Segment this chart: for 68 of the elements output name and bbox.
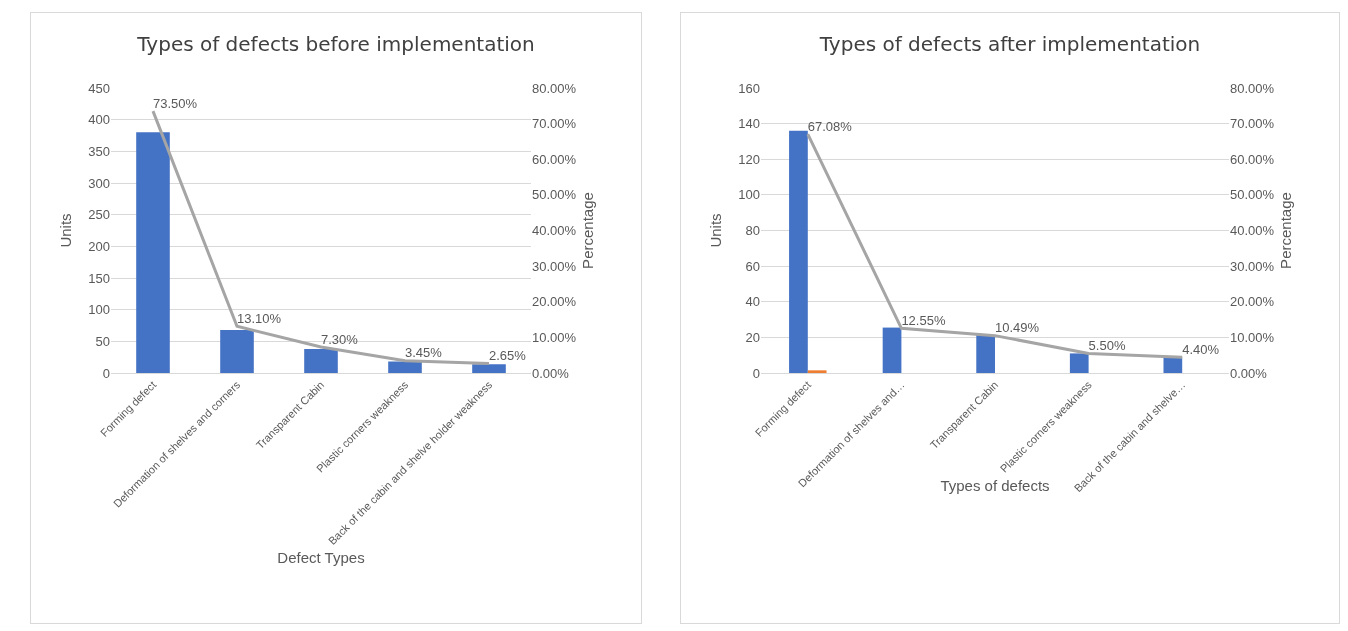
y2-tick-label: 20.00% xyxy=(1230,294,1275,310)
line-series xyxy=(806,132,1184,359)
bar xyxy=(220,329,254,373)
chart-title: Types of defects after implementation xyxy=(818,32,1201,57)
y-tick-label: 120 xyxy=(738,151,760,167)
y-tick-label: 450 xyxy=(88,80,110,96)
y2-tick-label: 30.00% xyxy=(532,258,577,274)
y-tick-label: 400 xyxy=(88,112,110,128)
y-tick-label: 100 xyxy=(88,302,110,318)
y-tick-label: 20 xyxy=(745,329,760,345)
y-tick-label: 140 xyxy=(738,116,760,132)
y-tick-label: 60 xyxy=(745,258,760,274)
y2-tick-label: 50.00% xyxy=(532,187,577,203)
y-tick-label: 80 xyxy=(745,223,760,239)
data-label: 4.40% xyxy=(1182,342,1220,358)
data-label: 13.10% xyxy=(237,311,282,327)
data-label: 73.50% xyxy=(153,95,198,111)
line-series xyxy=(151,109,491,366)
data-label: 7.30% xyxy=(321,331,359,347)
y2-tick-label: 60.00% xyxy=(1230,151,1275,167)
y2-tick-label: 0.00% xyxy=(532,365,570,381)
bar xyxy=(807,370,827,373)
y2-tick-label: 10.00% xyxy=(532,329,577,345)
bar xyxy=(976,335,995,373)
y-tick-label: 250 xyxy=(88,207,110,223)
y2-tick-label: 30.00% xyxy=(1230,258,1275,274)
bar xyxy=(472,364,506,373)
y2-axis-title: Percentage xyxy=(578,192,596,269)
y2-tick-label: 70.00% xyxy=(1230,116,1275,132)
bar xyxy=(1163,356,1183,373)
bar xyxy=(304,348,338,373)
y-tick-label: 160 xyxy=(738,80,760,96)
bar xyxy=(136,132,170,373)
y-axis-title: Units xyxy=(707,213,724,248)
y2-tick-label: 40.00% xyxy=(1230,223,1275,239)
y2-tick-label: 20.00% xyxy=(532,294,577,310)
y-tick-label: 150 xyxy=(88,270,110,286)
data-label: 3.45% xyxy=(405,345,443,361)
data-label: 67.08% xyxy=(807,118,853,134)
y2-tick-label: 10.00% xyxy=(1230,329,1275,345)
data-label: 2.65% xyxy=(489,348,527,364)
y2-tick-label: 50.00% xyxy=(1230,187,1275,203)
y2-tick-label: 40.00% xyxy=(532,223,577,239)
bar xyxy=(388,361,422,373)
data-label: 5.50% xyxy=(1088,338,1126,354)
y2-tick-label: 80.00% xyxy=(1230,80,1275,96)
bar xyxy=(789,130,808,373)
y-tick-label: 50 xyxy=(95,333,110,349)
y-tick-label: 0 xyxy=(752,365,760,381)
data-label: 12.55% xyxy=(901,313,946,329)
y-axis-title: Units xyxy=(57,213,74,248)
data-label: 10.49% xyxy=(995,320,1040,336)
y2-tick-label: 70.00% xyxy=(532,116,577,132)
y2-tick-label: 60.00% xyxy=(532,151,577,167)
y-tick-label: 100 xyxy=(738,187,760,203)
bar xyxy=(1069,353,1089,373)
x-axis-title: Defect Types xyxy=(277,549,365,566)
y-tick-label: 300 xyxy=(88,175,110,191)
chart-title: Types of defects before implementation xyxy=(136,32,535,57)
y-tick-label: 350 xyxy=(88,143,110,159)
y2-axis-title: Percentage xyxy=(1276,192,1294,269)
y-tick-label: 0 xyxy=(102,365,110,381)
bar xyxy=(882,327,902,373)
y2-tick-label: 80.00% xyxy=(532,80,577,96)
x-axis-title: Types of defects xyxy=(940,476,1050,494)
y-tick-label: 40 xyxy=(745,294,760,310)
y2-tick-label: 0.00% xyxy=(1230,365,1268,381)
y-tick-label: 200 xyxy=(88,238,110,254)
